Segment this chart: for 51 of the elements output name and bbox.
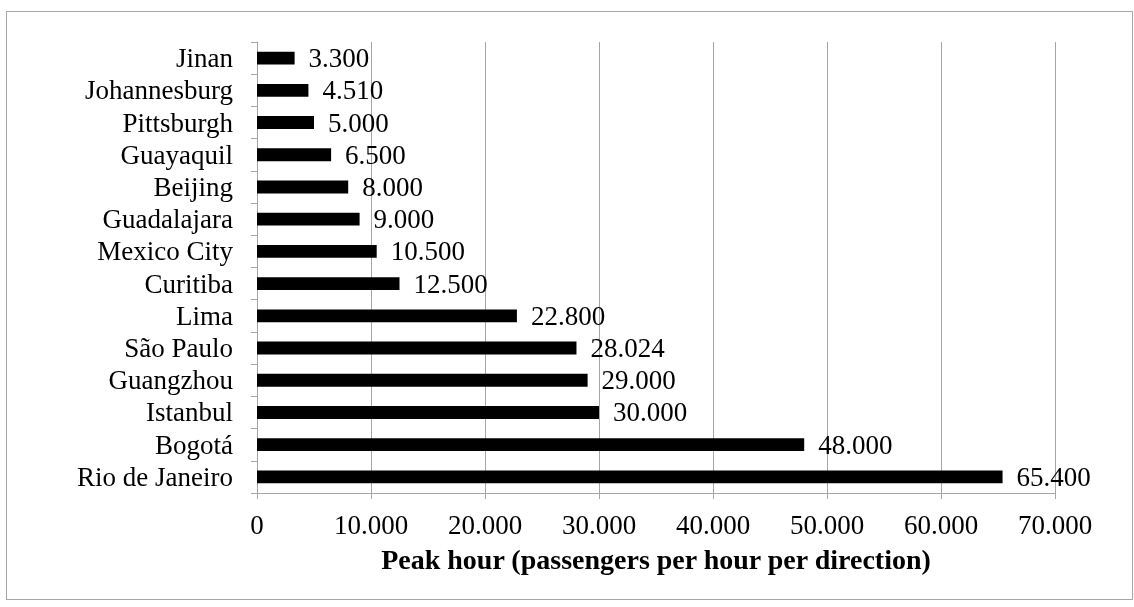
x-tick-label: 50.000 [789,509,865,540]
y-tick-label: Rio de Janeiro [77,461,233,492]
data-label: 3.300 [308,43,370,74]
data-label: 8.000 [362,171,423,202]
y-tick-label: Jinan [176,43,234,74]
y-tick-label: Johannesburg [85,75,233,106]
y-tick-label: Pittsburgh [122,107,234,138]
data-label: 9.000 [373,204,435,235]
y-tick-label: Guadalajara [102,204,234,235]
bar [257,83,309,97]
bar [257,277,400,291]
bar [257,116,314,129]
y-tick-label: Bogotá [155,429,234,460]
y-tick-label: Istanbul [146,397,233,428]
data-label: 65.400 [1016,461,1091,492]
data-label: 48.000 [818,429,893,460]
bar [257,212,360,226]
bar [257,148,332,162]
x-tick-label: 30.000 [561,509,637,540]
bar [257,406,599,419]
bar [257,180,349,194]
x-tick-label: 10.000 [333,509,409,540]
bar [257,244,377,258]
bar [257,373,588,387]
y-tick-label: Beijing [153,171,233,202]
data-label: 12.500 [413,268,488,299]
data-label: 6.500 [345,139,406,170]
y-tick-label: Curitiba [144,268,233,299]
x-tick-label: 60.000 [903,509,979,540]
data-label: 4.510 [322,75,384,106]
data-label: 10.500 [390,236,465,267]
bar [257,51,295,65]
data-label: 29.000 [601,365,676,396]
x-tick-label: 40.000 [675,509,751,540]
x-tick-label: 70.000 [1017,509,1093,540]
x-tick-label: 20.000 [447,509,523,540]
data-label: 30.000 [613,397,688,428]
y-tick-label: Guayaquil [120,139,233,170]
x-axis-title: Peak hour (passengers per hour per direction) [381,543,931,575]
bar [257,341,577,355]
bar [257,309,517,323]
data-label: 28.024 [590,333,666,364]
x-tick-label: 0 [250,509,264,540]
bar [257,470,1003,484]
bar [257,438,805,452]
y-tick-label: Guangzhou [108,365,234,396]
y-tick-label: São Paulo [124,333,233,364]
data-label: 22.800 [530,300,606,331]
y-tick-label: Lima [176,300,234,331]
data-label: 5.000 [328,107,389,138]
y-tick-label: Mexico City [97,236,234,267]
